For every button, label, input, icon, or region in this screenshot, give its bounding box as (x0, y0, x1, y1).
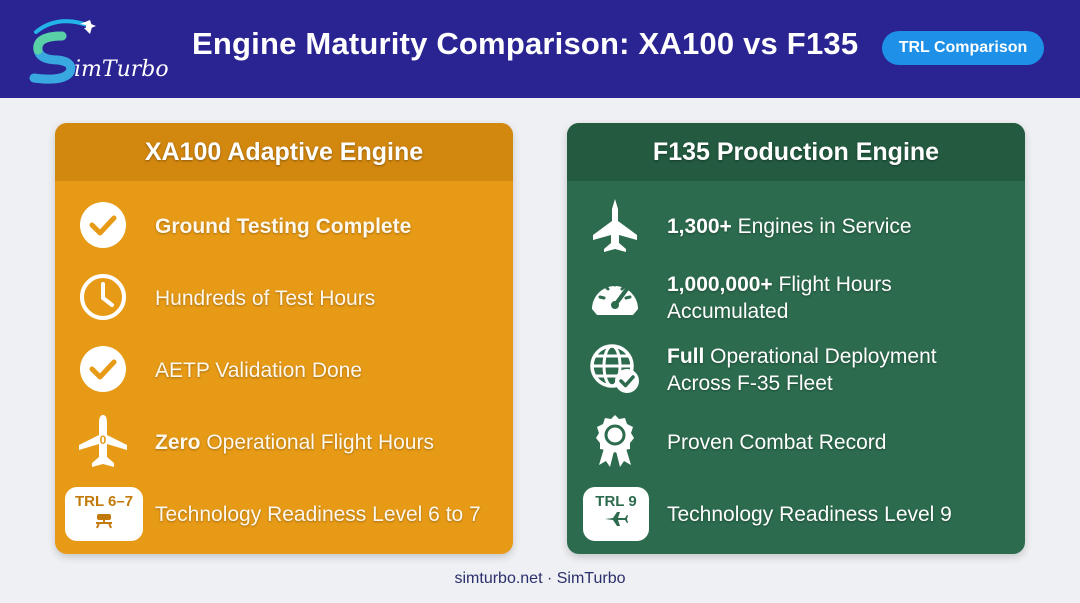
trl-comparison-badge[interactable]: TRL Comparison (882, 31, 1044, 65)
xa100-card-title: XA100 Adaptive Engine (55, 123, 513, 181)
xa100-item-ground-testing: Ground Testing Complete (55, 197, 513, 257)
f135-item-2-text: Flight Hours (772, 273, 892, 296)
airplane-zero-icon: 0 (79, 415, 127, 467)
clock-icon (80, 274, 126, 320)
xa100-item-3-text: AETP Validation Done (155, 359, 363, 382)
f135-item-engines: 1,300+ Engines in Service (567, 197, 1025, 257)
f135-item-2-line2: Accumulated (667, 300, 789, 323)
footer-credit: simturbo.net · SimTurbo (454, 570, 626, 587)
f135-item-combat: Proven Combat Record (567, 413, 1025, 473)
xa100-item-1-bold: Ground Testing Complete (155, 215, 412, 238)
f135-card-title: F135 Production Engine (567, 123, 1025, 181)
xa100-item-4-bold: Zero (155, 431, 201, 454)
f135-item-5-text: Technology Readiness Level 9 (667, 503, 952, 526)
trl-9-label: TRL 9 (595, 493, 637, 510)
xa100-item-test-hours: Hundreds of Test Hours (55, 269, 513, 329)
simturbo-logo: imTurbo (29, 19, 169, 84)
f135-item-3-line2: Across F-35 Fleet (667, 372, 833, 395)
f135-item-flight-hours: 1,000,000+ Flight Hours Accumulated (567, 269, 1025, 329)
xa100-item-2-text: Hundreds of Test Hours (155, 287, 376, 310)
f135-item-1-bold: 1,300+ (667, 215, 732, 238)
check-circle-icon (80, 346, 126, 392)
xa100-item-4-text: Operational Flight Hours (200, 431, 434, 454)
trl-badge-icon: TRL 9 (583, 487, 649, 541)
trl-6-7-label: TRL 6–7 (74, 493, 134, 510)
fighter-jet-icon (593, 199, 637, 252)
award-ribbon-icon (596, 415, 634, 467)
svg-text:imTurbo: imTurbo (74, 57, 169, 82)
xa100-item-5-text: Technology Readiness Level 6 to 7 (155, 503, 481, 526)
jet-icon (605, 512, 628, 526)
f135-item-3-text: Operational Deployment (704, 345, 937, 368)
xa100-card: XA100 Adaptive Engine Ground Testing Com… (55, 123, 513, 554)
f135-item-4-text: Proven Combat Record (667, 431, 887, 454)
header-bar: imTurbo Engine Maturity Comparison: XA10… (0, 0, 1080, 98)
f135-item-trl: TRL 9 Technology Readiness Level 9 (567, 485, 1025, 545)
xa100-item-trl: TRL 6–7 Technology Readiness Level 6 to … (55, 485, 513, 545)
f135-card: F135 Production Engine 1,300+ Engines in… (567, 123, 1025, 554)
f135-item-2-bold: 1,000,000+ (667, 273, 773, 296)
airplane-zero-label: 0 (100, 433, 107, 447)
f135-item-deployment: Full Operational Deployment Across F-35 F… (567, 341, 1025, 401)
check-circle-icon (80, 202, 126, 248)
page-title: Engine Maturity Comparison: XA100 vs F13… (192, 26, 859, 61)
xa100-item-aetp: AETP Validation Done (55, 341, 513, 401)
xa100-item-zero-hours: 0 Zero Operational Flight Hours (55, 413, 513, 473)
trl-badge-icon: TRL 6–7 (65, 487, 143, 541)
f135-item-3-bold: Full (667, 345, 705, 368)
f135-item-1-text: Engines in Service (731, 215, 912, 238)
engine-stand-icon (96, 514, 112, 529)
gauge-icon (592, 279, 638, 315)
globe-check-icon (590, 344, 639, 393)
